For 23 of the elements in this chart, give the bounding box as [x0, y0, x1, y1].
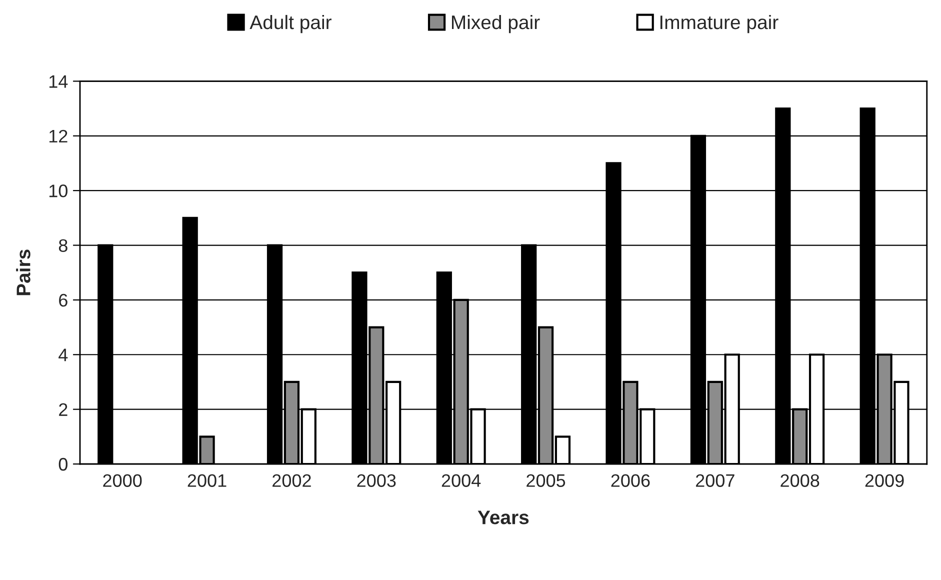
y-tick-label: 12 [49, 130, 68, 142]
x-tick-label: 2003 [357, 474, 396, 487]
x-tick-label: 2004 [442, 474, 481, 487]
x-tick-label: 2006 [611, 474, 650, 487]
x-axis-title: Years [478, 510, 529, 524]
legend-label: Mixed pair [452, 14, 540, 34]
x-tick-label: 2001 [188, 474, 226, 487]
y-tick-label: 8 [58, 239, 68, 252]
y-tick-label: 6 [59, 294, 68, 307]
legend-label: Adult pair [250, 14, 332, 34]
y-tick-label: 14 [49, 75, 68, 88]
y-tick-label: 2 [59, 403, 68, 416]
x-tick-label: 2009 [865, 474, 904, 487]
y-tick-label: 10 [49, 184, 68, 198]
legend-label: Immature pair [660, 14, 778, 34]
x-tick-label: 2000 [103, 474, 142, 487]
y-tick-label: 4 [58, 348, 68, 362]
y-tick-label: 0 [58, 458, 68, 471]
y-axis-title: Pairs [16, 250, 30, 296]
x-tick-label: 2007 [696, 474, 734, 487]
x-tick-label: 2002 [272, 474, 311, 487]
x-tick-label: 2005 [526, 474, 566, 487]
x-tick-label: 2008 [780, 474, 820, 487]
